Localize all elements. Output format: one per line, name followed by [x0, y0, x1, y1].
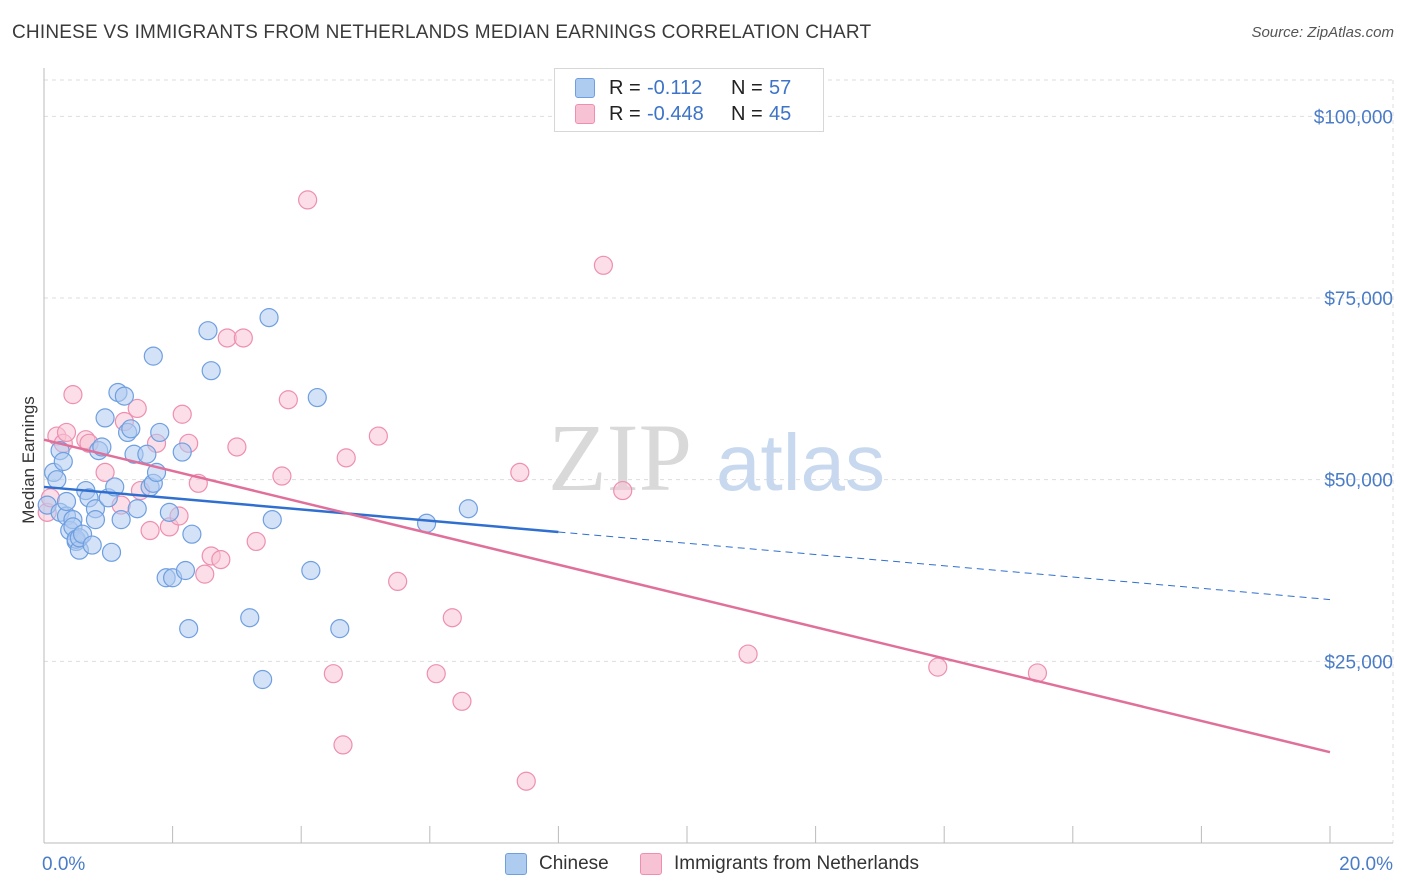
stats-legend: R = -0.112 N = 57 R = -0.448 N = 45: [554, 68, 824, 132]
chinese-point: [259, 308, 279, 328]
netherlands-point: [452, 691, 472, 711]
netherlands-point: [272, 466, 292, 486]
netherlands-point: [127, 398, 147, 419]
bottom-legend-label-chinese: Chinese: [539, 853, 609, 874]
netherlands-point: [140, 520, 160, 541]
chinese-point: [53, 451, 73, 472]
netherlands-point: [233, 328, 253, 348]
chinese-point: [111, 510, 131, 530]
chinese-point: [172, 442, 192, 462]
netherlands-point: [56, 422, 77, 443]
chinese-points: [37, 308, 478, 690]
legend-r-label: R =: [609, 102, 641, 125]
netherlands-trend-line: [43, 438, 1331, 754]
netherlands-point: [246, 531, 266, 552]
chinese-point: [240, 608, 260, 628]
chinese-point: [330, 619, 350, 639]
netherlands-point: [613, 480, 633, 501]
chinese-point: [182, 524, 202, 544]
chinese-point: [150, 422, 170, 443]
chinese-point: [82, 535, 102, 555]
legend-n-value-netherlands: 45: [769, 102, 792, 125]
legend-r-label: R =: [609, 76, 641, 99]
bottom-legend-swatch-chinese: [505, 853, 527, 875]
y-tick-label: $50,000: [1324, 471, 1393, 492]
legend-r-value-chinese: -0.112: [647, 76, 703, 99]
chinese-point: [179, 619, 199, 639]
y-tick-label: $25,000: [1324, 652, 1393, 673]
netherlands-point: [195, 564, 215, 584]
netherlands-point: [388, 571, 408, 592]
chinese-point: [262, 510, 282, 530]
chinese-point: [114, 386, 134, 406]
netherlands-point: [368, 426, 388, 446]
netherlands-point: [323, 664, 343, 684]
x-tick-label-min: 0.0%: [42, 854, 85, 875]
netherlands-point: [278, 390, 298, 410]
x-tick-label-max: 20.0%: [1339, 854, 1393, 875]
bottom-legend-netherlands: Immigrants from Netherlands: [640, 852, 919, 876]
bottom-legend-chinese: Chinese: [505, 852, 609, 876]
netherlands-point: [227, 437, 247, 457]
netherlands-point: [333, 735, 353, 755]
netherlands-point: [738, 644, 758, 664]
chinese-point: [56, 491, 77, 512]
y-axis-label: Median Earnings: [19, 396, 38, 524]
chinese-point: [201, 361, 221, 381]
axes: [43, 68, 1393, 844]
netherlands-point: [172, 404, 192, 424]
chinese-trend-line-extension: [558, 531, 1331, 601]
netherlands-point: [211, 549, 231, 570]
y-tick-label: $75,000: [1324, 289, 1393, 310]
chinese-point: [175, 560, 196, 581]
netherlands-point: [336, 448, 356, 468]
netherlands-point: [298, 190, 318, 210]
netherlands-points: [37, 190, 1048, 791]
legend-swatch-netherlands: [575, 104, 595, 124]
chinese-point: [101, 542, 122, 562]
y-tick-labels: $25,000 $50,000 $75,000 $100,000: [1314, 107, 1393, 673]
netherlands-point: [426, 664, 446, 684]
chinese-point: [127, 499, 147, 519]
chinese-point: [458, 499, 478, 519]
watermark-atlas: atlas: [716, 418, 885, 507]
legend-n-label: N =: [731, 102, 763, 125]
legend-r-value-netherlands: -0.448: [647, 102, 704, 125]
chart-title: CHINESE VS IMMIGRANTS FROM NETHERLANDS M…: [12, 22, 872, 43]
legend-n-label: N =: [731, 76, 763, 99]
chinese-point: [105, 477, 125, 497]
chinese-trend-line: [43, 485, 559, 534]
source-label: Source: ZipAtlas.com: [1251, 24, 1394, 41]
netherlands-point: [593, 255, 614, 275]
trend-lines: [43, 438, 1331, 754]
chinese-point: [159, 502, 179, 522]
chinese-point: [85, 510, 106, 530]
chinese-point: [137, 444, 157, 464]
legend-swatch-chinese: [575, 78, 595, 98]
legend-row-netherlands: R = -0.448 N = 45: [575, 101, 791, 127]
chinese-point: [95, 408, 115, 428]
chinese-point: [416, 513, 437, 533]
chinese-point: [307, 387, 327, 408]
chinese-point: [121, 419, 141, 439]
chinese-point: [47, 470, 67, 490]
chinese-point: [253, 669, 273, 690]
bottom-legend-swatch-netherlands: [640, 853, 662, 875]
netherlands-point: [95, 462, 115, 482]
netherlands-point: [442, 608, 462, 628]
legend-row-chinese: R = -0.112 N = 57: [575, 75, 791, 101]
chinese-point: [198, 321, 218, 341]
netherlands-point: [510, 462, 530, 482]
netherlands-point: [928, 657, 948, 677]
bottom-legend-label-netherlands: Immigrants from Netherlands: [674, 853, 919, 874]
netherlands-point: [516, 771, 536, 791]
netherlands-point: [63, 385, 83, 405]
chinese-point: [143, 346, 163, 366]
chinese-point: [301, 560, 321, 581]
netherlands-point: [217, 328, 237, 348]
legend-n-value-chinese: 57: [769, 76, 792, 99]
y-tick-label: $100,000: [1314, 107, 1393, 128]
